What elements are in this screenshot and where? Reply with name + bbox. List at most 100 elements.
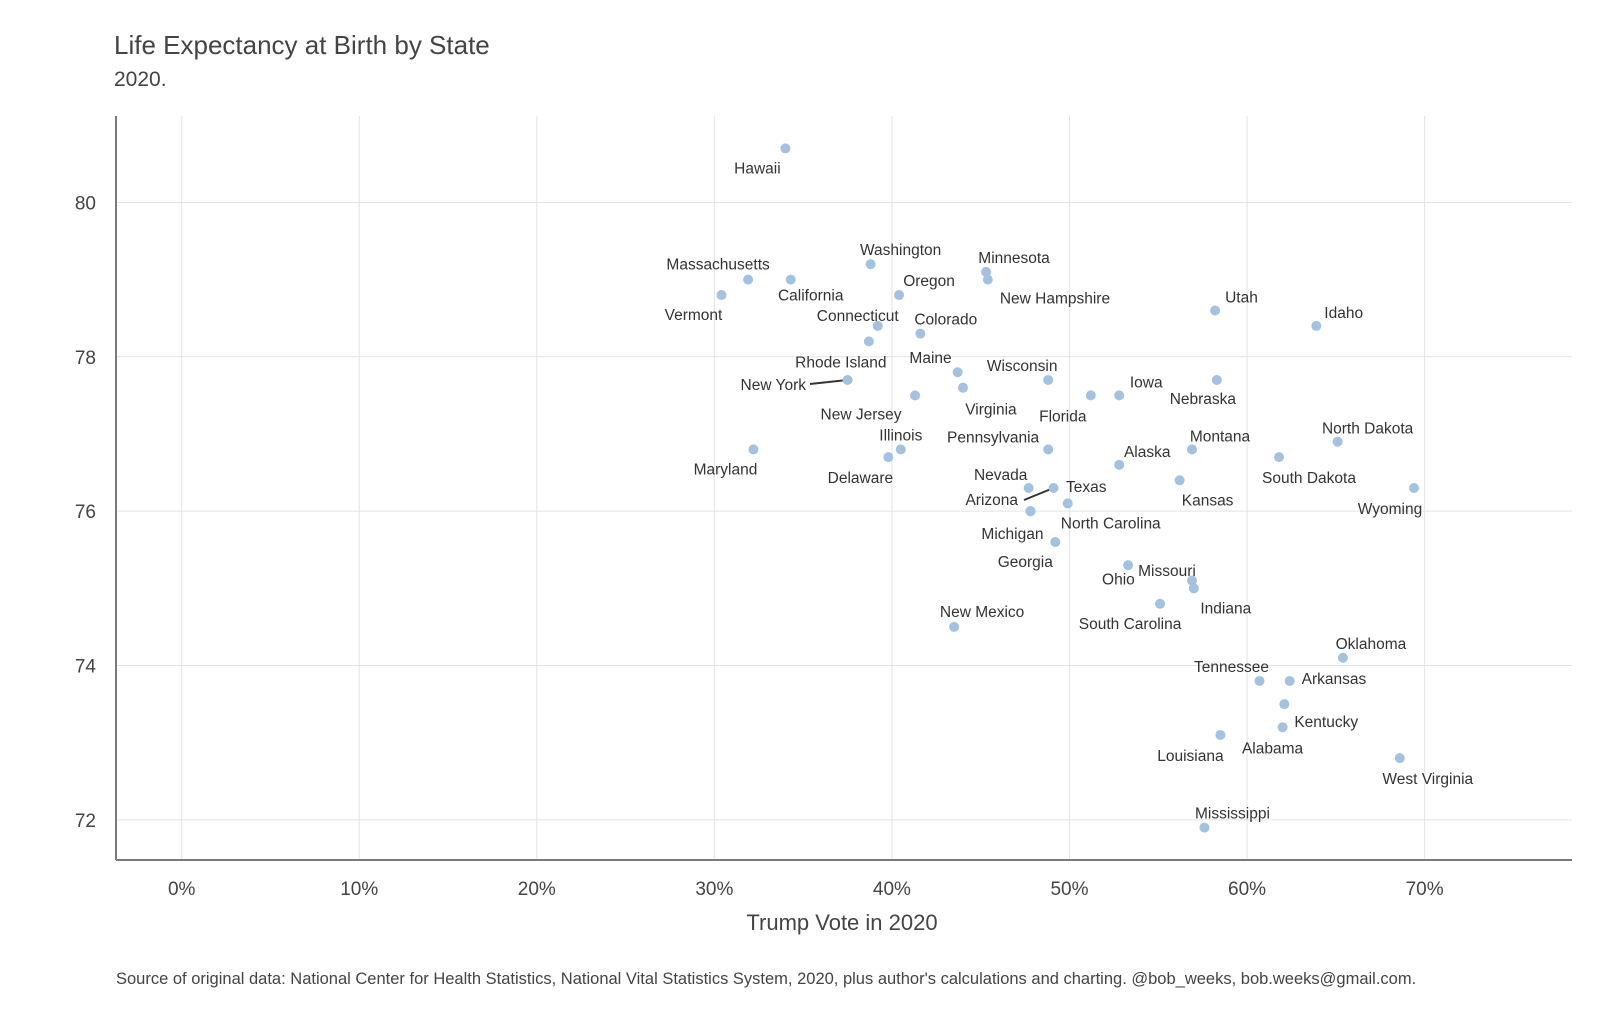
leader-lines [809,378,1054,501]
point-label: New Mexico [940,604,1024,621]
point-label: Missouri [1138,563,1196,580]
data-point [1274,452,1285,463]
point-label: Arizona [965,492,1018,509]
y-tick-label: 72 [75,811,96,832]
data-point [1023,483,1034,493]
y-tick-label: 74 [75,657,97,678]
data-point [863,336,874,347]
data-point [1048,483,1059,493]
point-label: Florida [1039,408,1087,425]
point-label: Michigan [981,526,1043,543]
chart-subtitle: 2020. [114,68,167,91]
point-label: Mississippi [1195,806,1270,823]
x-tick-label: 60% [1228,879,1266,900]
data-point [1277,722,1288,733]
point-label: Minnesota [978,250,1050,267]
point-label: Alaska [1124,444,1171,461]
point-label: New Jersey [821,406,902,423]
leader-line [1023,487,1054,501]
data-point [780,143,791,154]
leader-line [809,378,848,385]
y-tick-label: 80 [75,193,96,214]
data-point [872,320,883,331]
data-point [1174,475,1185,486]
data-point [1062,498,1073,509]
point-label: North Dakota [1322,421,1414,438]
data-point [1025,506,1036,517]
data-point [1210,305,1221,316]
data-point [1043,374,1054,385]
point-label: Georgia [998,554,1054,571]
data-point [1188,583,1199,594]
point-label: Hawaii [734,160,781,177]
point-label: Alabama [1242,740,1304,757]
data-point [1085,390,1096,401]
data-point [949,621,960,632]
data-point [1254,675,1265,686]
x-tick-label: 50% [1050,879,1088,900]
x-tick-label: 70% [1406,879,1444,900]
point-label: West Virginia [1382,771,1473,788]
data-point [1394,753,1405,764]
x-tick-label: 20% [518,879,556,900]
x-tick-label: 40% [873,879,911,900]
data-point [1114,390,1125,401]
x-tick-label: 10% [340,879,378,900]
x-tick-label: 30% [695,879,733,900]
point-label: Massachusetts [666,257,770,274]
point-label: New York [741,377,807,394]
point-label: Ohio [1102,572,1135,589]
data-point [1199,822,1210,833]
data-point [1215,729,1226,740]
point-label: North Carolina [1061,515,1161,532]
data-point [748,444,759,455]
data-point [1155,598,1166,609]
point-label: Idaho [1324,305,1363,322]
point-label: Illinois [879,427,922,444]
data-point [1043,444,1054,455]
data-point [883,452,894,463]
data-point [982,274,993,285]
data-points [716,143,1419,833]
data-point [785,274,796,285]
data-point [1050,537,1061,548]
point-label: Montana [1190,428,1251,445]
data-point [952,367,963,378]
data-point [1311,320,1322,331]
point-label: Texas [1066,479,1107,496]
gridlines [116,116,1572,860]
data-point [716,290,727,301]
point-label: Arkansas [1302,671,1367,688]
data-point [981,266,992,277]
x-tick-label: 0% [168,879,196,900]
point-label: Utah [1225,289,1258,306]
point-label: New Hampshire [1000,291,1110,308]
data-point [1123,560,1134,571]
data-point [1187,444,1198,455]
chart-caption: Source of original data: National Center… [116,970,1416,988]
data-point [894,290,905,301]
point-label: Virginia [965,402,1017,419]
point-label: Iowa [1130,374,1163,391]
point-label: Louisiana [1157,748,1224,765]
point-label: Wyoming [1358,501,1422,518]
chart-title: Life Expectancy at Birth by State [114,30,490,60]
point-label: Oregon [903,273,955,290]
data-point [1187,575,1198,586]
data-point [957,382,968,393]
point-label: Pennsylvania [947,429,1040,446]
y-tick-label: 78 [75,348,96,369]
point-label: Wisconsin [987,358,1058,375]
data-point [1284,675,1295,686]
point-labels: Hawaii Massachusetts Vermont California Wash… [665,160,1474,822]
point-label: Rhode Island [795,354,886,371]
point-label: Nevada [974,467,1028,484]
data-point [1211,374,1222,385]
data-point [1332,436,1343,447]
point-label: Oklahoma [1336,636,1407,653]
point-label: South Dakota [1262,470,1356,487]
point-label: Indiana [1200,600,1251,617]
data-point [915,328,926,339]
data-point [1279,699,1290,710]
